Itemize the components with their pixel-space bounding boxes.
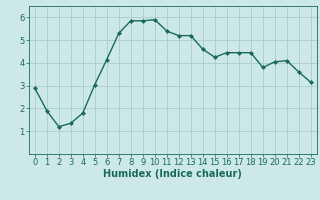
X-axis label: Humidex (Indice chaleur): Humidex (Indice chaleur) bbox=[103, 169, 242, 179]
